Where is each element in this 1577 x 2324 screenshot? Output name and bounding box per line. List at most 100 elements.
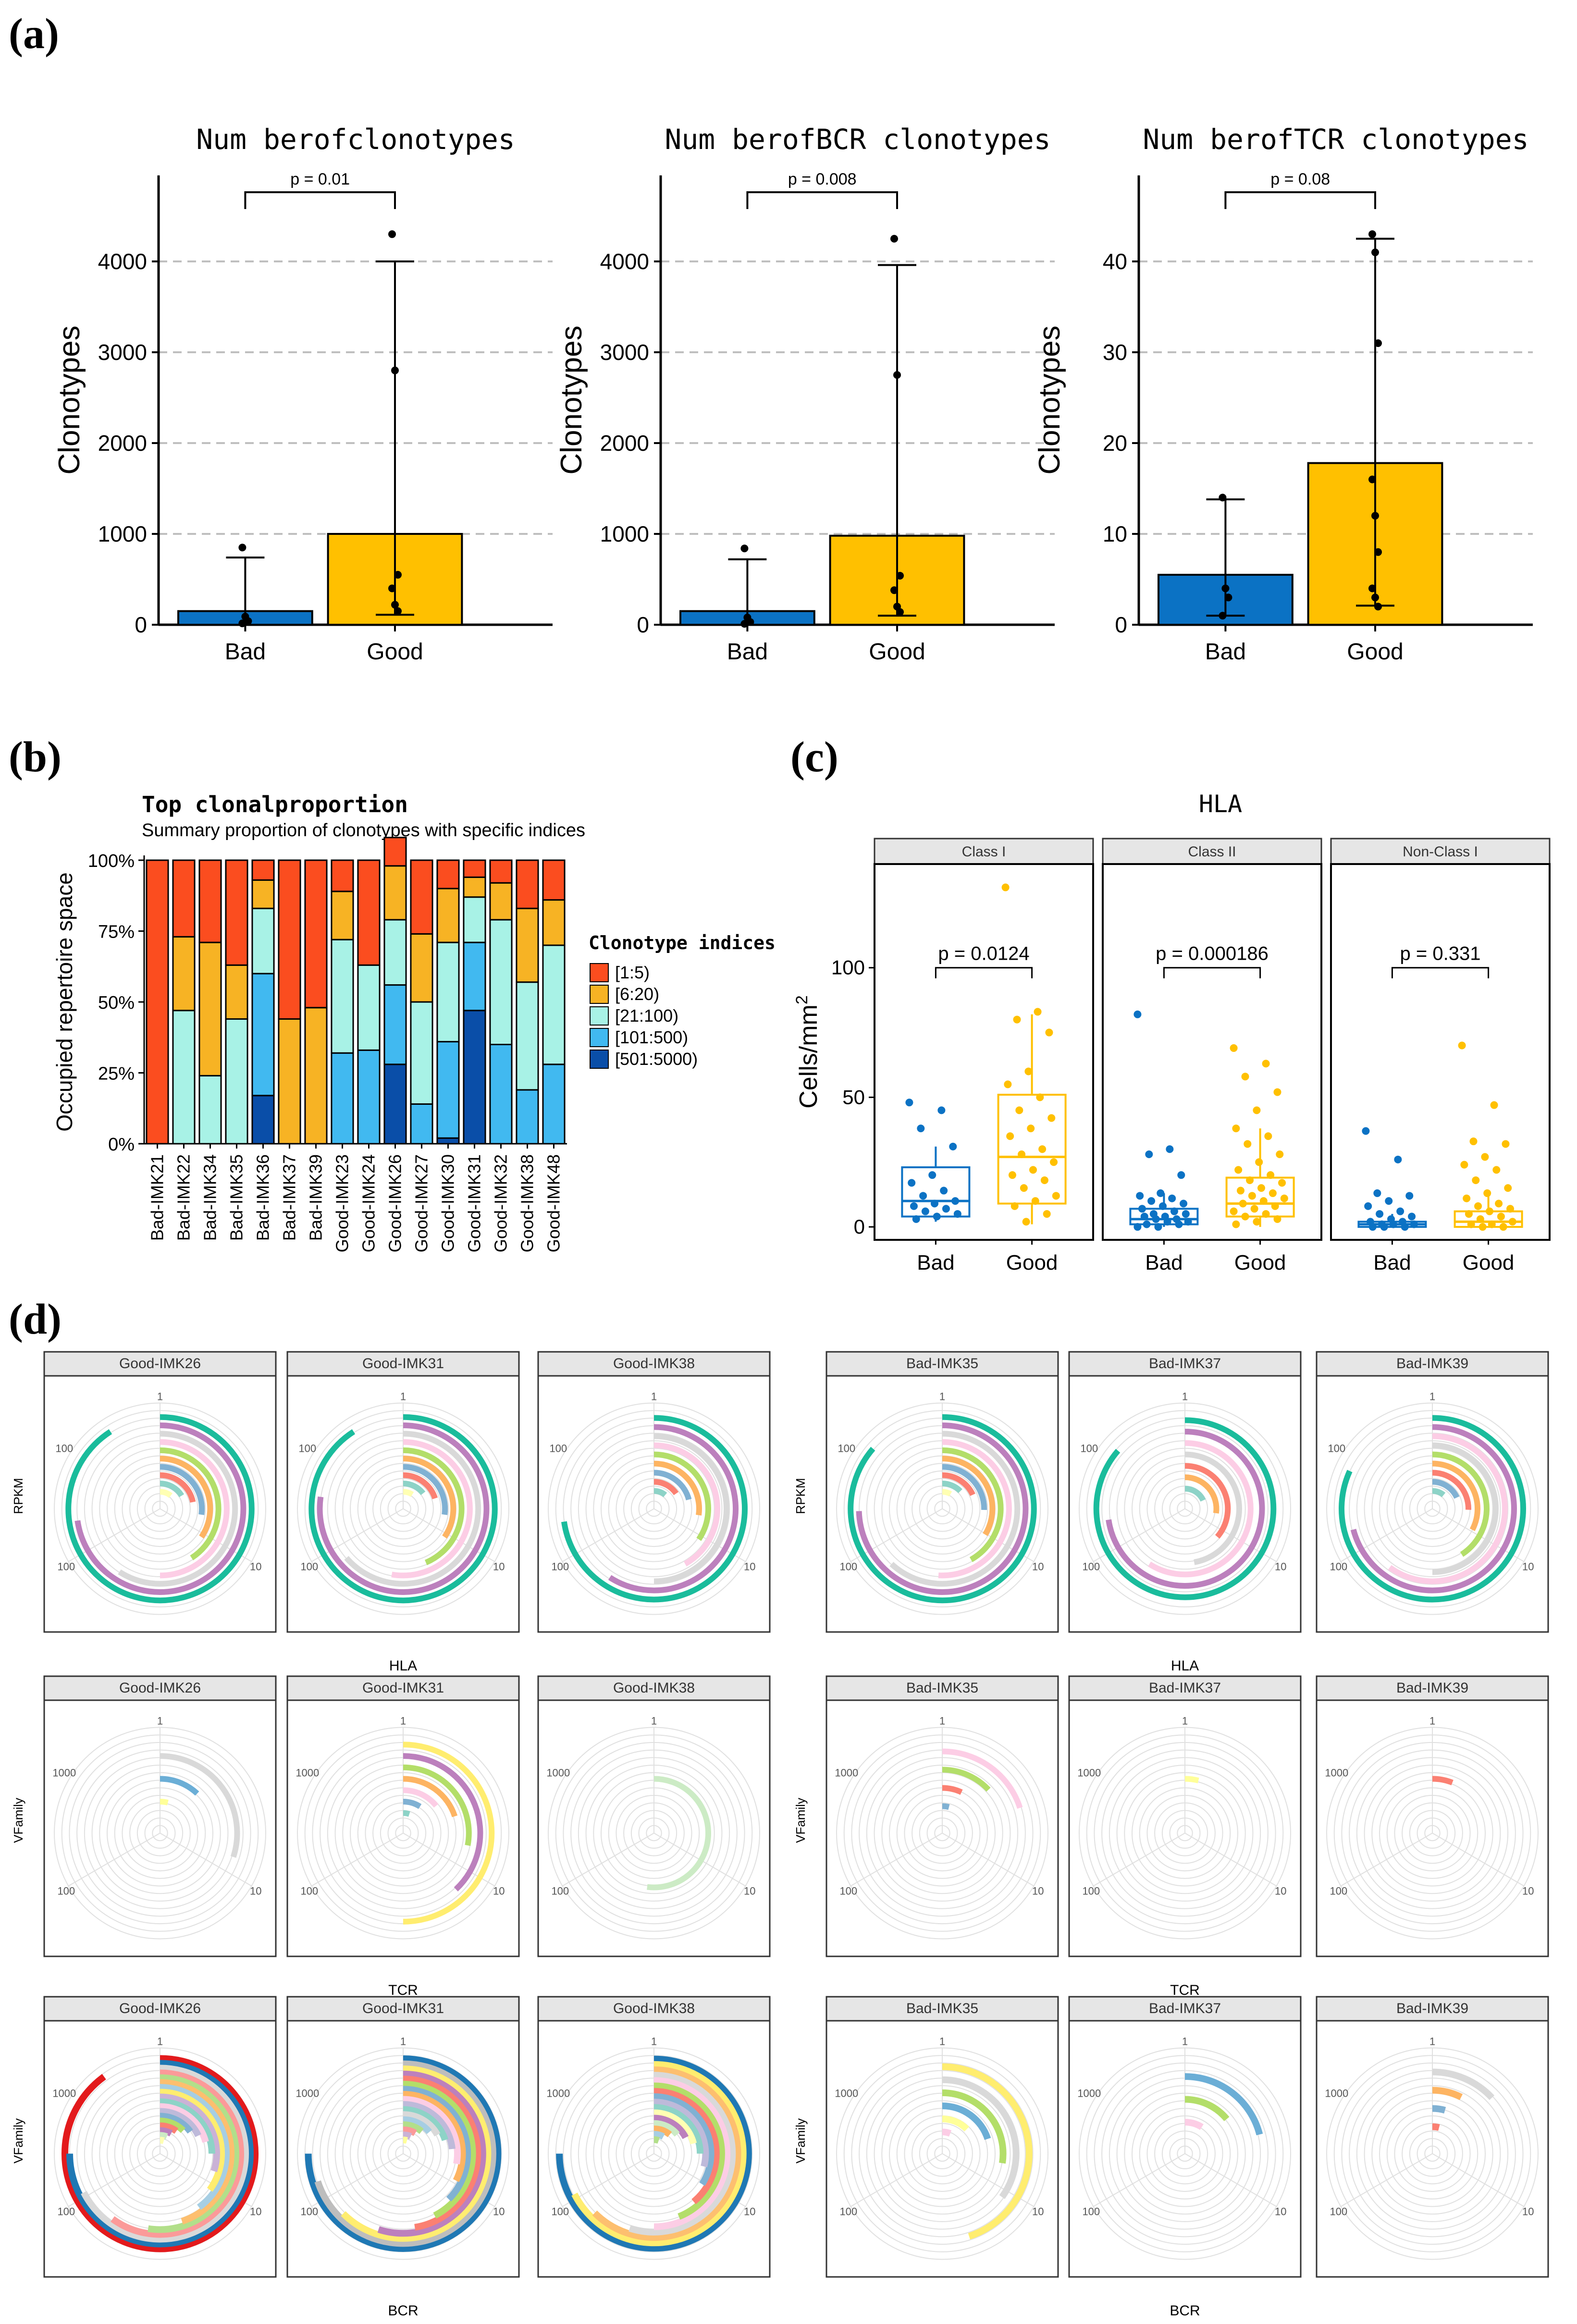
polar-facet: Bad-IMK39 1 10 100 100 (1316, 1351, 1549, 1633)
polar-tick-label: 10 (1032, 1561, 1044, 1573)
jitter-point (1140, 1212, 1148, 1221)
panel-d: RPKM HLA Good-IMK26 1 10 100 100 Good-IMK31 1 10 1… (11, 1351, 1549, 2319)
polar-arc (403, 2076, 481, 2231)
box-good (997, 1093, 1067, 1205)
jitter-point (1364, 1202, 1372, 1210)
jitter-point (1175, 1220, 1183, 1228)
jitter-point (1163, 1218, 1171, 1226)
polar-arc (556, 2055, 752, 2252)
y-tick-label: 4000 (600, 249, 649, 274)
stacked-bar-segment (172, 1010, 196, 1145)
y-tick-label: 50% (98, 993, 135, 1013)
polar-tick-label: 1 (400, 2036, 406, 2048)
y-tick-label: 4000 (98, 249, 147, 274)
polar-tick-label: 10 (1275, 1561, 1286, 1573)
facet-strip-label: Bad-IMK37 (1149, 2001, 1221, 2016)
jitter-point (912, 1215, 920, 1223)
stacked-bar-segment (198, 859, 222, 943)
data-point (890, 586, 898, 594)
polar-spoke (1432, 1832, 1525, 1887)
panel-label-b: (b) (9, 733, 62, 781)
y-axis-label: RPKM (793, 1478, 808, 1514)
data-point (1219, 612, 1227, 620)
polar-spoke (562, 1832, 654, 1887)
p-value-label: p = 0.000186 (1156, 943, 1269, 964)
polar-tick-label: 1000 (1077, 1767, 1101, 1779)
legend-label: [6:20) (615, 984, 659, 1004)
chart-title: Top clonalproportion (142, 791, 408, 817)
significance-bracket (746, 191, 898, 209)
facet-strip-label: Good-IMK26 (119, 1356, 201, 1372)
jitter-point (1488, 1220, 1496, 1228)
y-tick-label: 0 (637, 612, 649, 637)
polar-spoke (850, 1508, 943, 1562)
y-tick-label: 75% (98, 922, 135, 942)
polar-tick-label: 1 (1429, 2036, 1435, 2048)
x-tick-label: Good-IMK38 (517, 1154, 537, 1252)
polar-arc (160, 2132, 168, 2140)
jitter-point (1038, 1145, 1047, 1153)
polar-arc (653, 2120, 680, 2137)
jitter-point (1467, 1220, 1475, 1228)
jitter-point (1010, 1202, 1019, 1210)
polar-tick-label: 1000 (546, 2088, 570, 2100)
chart-a2: 0 1000 2000 3000 4000 Num berofBCR clonotypes… (555, 123, 1055, 665)
stacked-bar-segment (251, 973, 275, 1097)
y-tick-label: 0 (1115, 612, 1127, 637)
polar-facet: Good-IMK38 1 10 100 1000 (537, 1675, 771, 1957)
jitter-point (1034, 1008, 1042, 1016)
jitter-point (1474, 1202, 1482, 1210)
x-tick-label: Bad (1205, 639, 1246, 665)
stacked-bar-segment (463, 896, 486, 943)
polar-tick-label: 1 (939, 1715, 945, 1727)
jitter-point (1013, 1015, 1021, 1024)
polar-arc (942, 2089, 1007, 2164)
data-point (1219, 494, 1227, 502)
jitter-point (1481, 1153, 1489, 1161)
jitter-point (1159, 1202, 1167, 1210)
x-tick-label: Good-IMK48 (544, 1154, 564, 1252)
polar-arc (160, 2093, 220, 2173)
polar-arc (314, 2060, 496, 2247)
stacked-bar-segment (410, 859, 433, 935)
facet-strip-label: Good-IMK26 (119, 1680, 201, 1696)
polar-arc (403, 1447, 465, 1566)
polar-tick-label: 10 (250, 1885, 261, 1897)
jitter-point (1157, 1189, 1165, 1197)
y-tick-label: 100 (831, 956, 865, 979)
polar-arc (317, 1422, 490, 1595)
jitter-point (1047, 1114, 1056, 1122)
polar-arc (160, 2103, 209, 2143)
jitter-point (1248, 1192, 1256, 1200)
x-axis-label: TCR (1170, 1982, 1200, 1998)
polar-facet: Good-IMK38 1 10 100 100 (537, 1351, 771, 1633)
jitter-point (1508, 1218, 1516, 1226)
jitter-point (1170, 1207, 1178, 1215)
polar-spoke (1093, 2153, 1185, 2207)
jitter-point (1502, 1140, 1510, 1148)
x-tick-label: Bad-IMK21 (148, 1154, 167, 1241)
polar-arc (160, 1439, 230, 1579)
polar-arc (1184, 1474, 1220, 1514)
panel-b: Top clonalproportion Summary proportion o… (52, 791, 776, 1252)
y-axis-label: Cells/mm2 (793, 995, 823, 1109)
jitter-point (1499, 1223, 1507, 1231)
polar-facet: Bad-IMK35 1 10 100 1000 (825, 1996, 1059, 2278)
stacked-bar-segment (304, 1007, 328, 1145)
y-tick-label: 30 (1103, 340, 1127, 365)
jitter-point (1006, 1132, 1014, 1140)
facet-strip (1068, 1675, 1302, 1701)
jitter-point (1241, 1073, 1249, 1081)
polar-tick-label: 100 (57, 1561, 75, 1573)
polar-arc (160, 2117, 186, 2133)
jitter-point (1264, 1132, 1272, 1140)
polar-arc (942, 1785, 963, 1795)
jitter-point (940, 1187, 948, 1195)
jitter-point (1147, 1197, 1156, 1205)
polar-arc (403, 1776, 458, 1817)
polar-spoke (1340, 1832, 1433, 1887)
jitter-point (1472, 1176, 1480, 1184)
polar-arc (1388, 1433, 1508, 1584)
jitter-point (1492, 1166, 1501, 1174)
stacked-bar-segment (383, 865, 407, 921)
